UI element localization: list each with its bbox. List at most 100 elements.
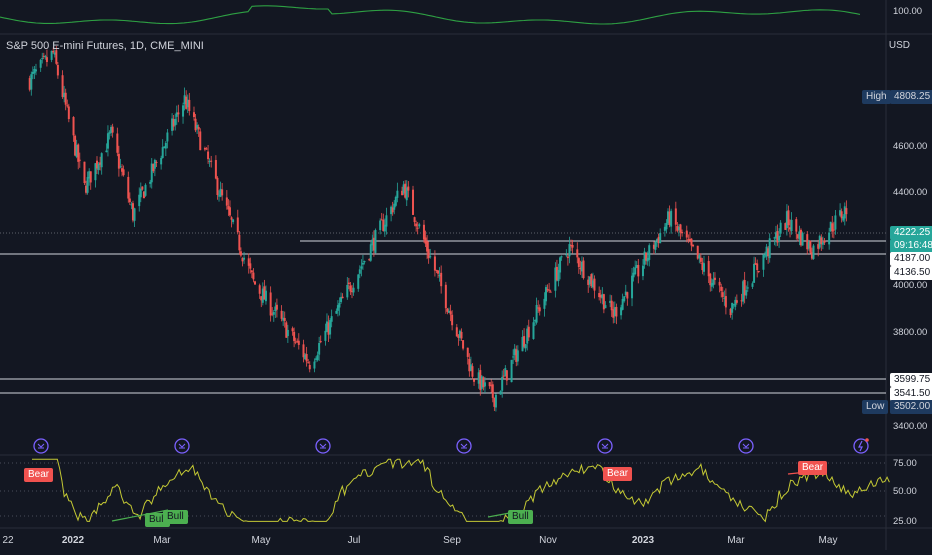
event-icon[interactable] xyxy=(33,438,49,454)
candle-body xyxy=(161,147,164,159)
candle-body xyxy=(626,292,629,299)
candle-body xyxy=(63,92,66,98)
candle-body xyxy=(512,356,515,358)
event-glyph xyxy=(319,443,327,449)
candle-body xyxy=(230,217,233,220)
candle-body xyxy=(390,206,393,215)
rsi-tick-label: 50.00 xyxy=(893,486,917,497)
candle-body xyxy=(232,219,235,223)
candle-body xyxy=(89,171,92,183)
candle-body xyxy=(773,237,776,239)
candle-body xyxy=(207,151,210,160)
candle-body xyxy=(821,242,824,245)
candle-body xyxy=(264,290,267,302)
candle-body xyxy=(404,183,407,198)
candle-body xyxy=(515,349,518,362)
candle-body xyxy=(199,131,202,151)
candle-body xyxy=(537,307,540,309)
candle-body xyxy=(634,267,637,275)
candle-body xyxy=(379,220,382,231)
candle-body xyxy=(501,376,504,391)
candle-body xyxy=(451,314,454,326)
candle-body xyxy=(61,75,64,97)
candle-body xyxy=(699,257,702,262)
candle-body xyxy=(160,157,163,165)
candle-body xyxy=(210,160,213,162)
candle-body xyxy=(429,256,432,258)
candle-body xyxy=(155,162,158,164)
candle-body xyxy=(779,222,782,234)
candle-body xyxy=(282,317,285,321)
event-icon[interactable] xyxy=(597,438,613,454)
candle-body xyxy=(56,64,59,76)
event-glyph xyxy=(178,443,186,449)
candle-body xyxy=(172,119,175,127)
candle-body xyxy=(504,368,507,377)
candle-body xyxy=(502,375,505,377)
candle-body xyxy=(249,263,252,269)
candle-body xyxy=(327,322,330,335)
candle-body xyxy=(809,241,812,253)
candle-body xyxy=(473,379,476,382)
candle-body xyxy=(462,340,465,349)
event-icon[interactable] xyxy=(456,438,472,454)
candle-body xyxy=(510,359,513,383)
candle-body xyxy=(565,254,568,256)
candle-body xyxy=(437,270,440,274)
candle-body xyxy=(692,244,695,247)
candle-body xyxy=(690,238,693,246)
candle-body xyxy=(620,307,623,316)
candle-body xyxy=(330,316,333,322)
candle-body xyxy=(677,227,680,230)
candle-body xyxy=(391,207,394,213)
candle-body xyxy=(679,224,682,233)
candle-body xyxy=(829,221,832,232)
candle-body xyxy=(828,232,831,245)
candle-body xyxy=(701,262,704,271)
candle-body xyxy=(108,132,111,134)
candle-body xyxy=(422,224,425,240)
level-tag: 4136.50 xyxy=(890,266,932,280)
candle-body xyxy=(667,211,670,224)
candle-body xyxy=(31,71,34,75)
candle-body xyxy=(526,328,529,344)
candle-body xyxy=(335,310,338,314)
event-icon[interactable] xyxy=(174,438,190,454)
candle-body xyxy=(751,283,754,287)
candle-body xyxy=(609,300,612,303)
candle-body xyxy=(52,50,55,53)
candle-body xyxy=(368,259,371,261)
candle-body xyxy=(95,160,98,169)
candle-body xyxy=(742,281,745,302)
candle-body xyxy=(294,341,297,343)
lightning-icon[interactable] xyxy=(853,438,869,454)
low-value: 3502.00 xyxy=(890,400,932,414)
candle-body xyxy=(33,69,36,74)
candle-body xyxy=(177,112,180,115)
currency-label[interactable]: USD xyxy=(888,40,910,51)
candle-body xyxy=(315,358,318,360)
event-icon[interactable] xyxy=(738,438,754,454)
event-icon[interactable] xyxy=(315,438,331,454)
candle-body xyxy=(164,142,167,149)
countdown-tag: 09:16:48 xyxy=(890,239,932,253)
candle-body xyxy=(396,190,399,198)
candle-body xyxy=(106,133,109,149)
candle-body xyxy=(665,222,668,230)
candle-body xyxy=(535,304,538,323)
candle-body xyxy=(729,308,732,315)
candle-body xyxy=(724,296,727,308)
candle-body xyxy=(346,284,349,298)
candle-body xyxy=(587,279,590,285)
candle-body xyxy=(753,263,756,283)
candle-body xyxy=(468,359,471,372)
candles-group xyxy=(28,46,848,412)
candle-body xyxy=(316,355,319,361)
candle-body xyxy=(702,263,705,272)
candle-body xyxy=(83,161,86,184)
candle-body xyxy=(141,186,144,190)
event-glyph xyxy=(37,443,45,449)
candle-body xyxy=(764,255,767,257)
